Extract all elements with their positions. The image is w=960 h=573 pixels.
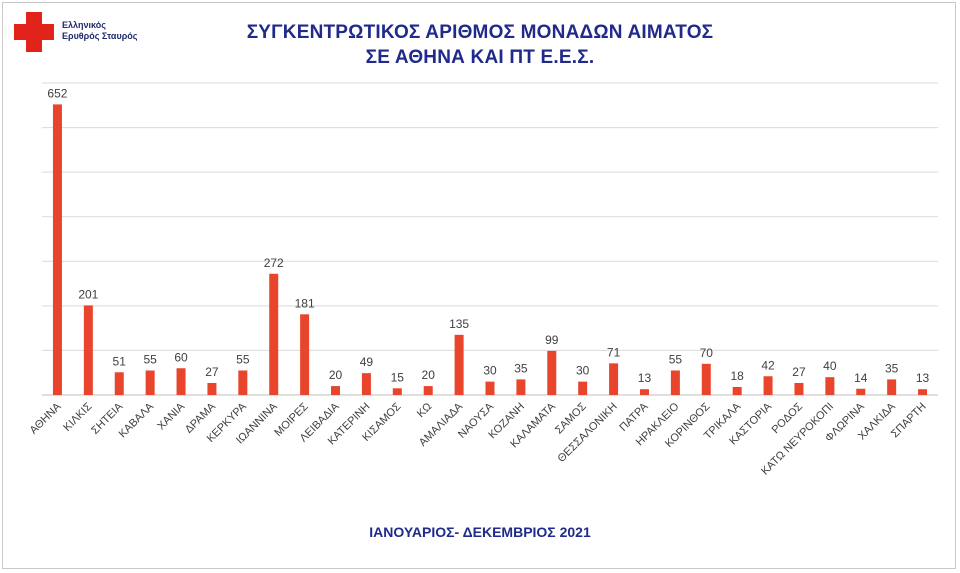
data-label: 55 [143,352,157,366]
data-label: 18 [730,369,744,383]
data-label: 272 [264,256,284,270]
bar [176,368,186,395]
chart-subtitle: ΣΕ ΑΘΗΝΑ ΚΑΙ ΠΤ Ε.Ε.Σ. [365,47,595,68]
red-cross-icon [14,12,54,52]
bar [238,370,248,395]
logo-text: Ελληνικός Ερυθρός Σταυρός [62,20,137,42]
bar [856,388,866,395]
bar [639,389,649,395]
bar [887,379,897,395]
bar [300,314,310,395]
chart-title: ΣΥΓΚΕΝΤΡΩΤΙΚΟΣ ΑΡΙΘΜΟΣ ΜΟΝΑΔΩΝ ΑΙΜΑΤΟΣ [246,22,714,43]
data-label: 14 [854,371,868,385]
data-label: 60 [174,350,188,364]
data-label: 27 [205,365,219,379]
chart-title-block: ΣΥΓΚΕΝΤΡΩΤΙΚΟΣ ΑΡΙΘΜΟΣ ΜΟΝΑΔΩΝ ΑΙΜΑΤΟΣ Σ… [0,20,960,70]
bar [763,376,773,395]
data-label: 71 [607,345,621,359]
bar [392,388,402,395]
bar [701,363,711,395]
bar [454,334,464,395]
data-label: 13 [638,371,652,385]
data-label: 49 [360,355,374,369]
data-label: 99 [545,333,559,347]
data-label: 20 [329,368,343,382]
data-label: 51 [113,354,127,368]
bar [732,386,742,395]
data-label: 201 [78,287,98,301]
data-label: 27 [792,365,806,379]
data-label: 181 [295,296,315,310]
bar [331,386,341,395]
data-label: 652 [47,86,67,100]
data-label: 35 [514,361,528,375]
category-label: ΚΩ [415,401,434,420]
data-label: 15 [391,370,405,384]
logo-line-1: Ελληνικός [62,20,106,30]
logo-line-2: Ερυθρός Σταυρός [62,31,138,41]
bar [485,381,495,395]
bar [423,386,433,395]
data-label: 55 [236,352,250,366]
bar [269,273,279,395]
data-label: 135 [449,317,469,331]
data-label: 40 [823,359,837,373]
bar [361,373,371,395]
bar [578,381,588,395]
bar [207,382,217,395]
data-label: 42 [761,358,775,372]
bar [794,382,804,395]
bar [670,370,680,395]
bar [52,104,62,395]
bar [547,350,557,395]
data-label: 20 [422,368,436,382]
bar [83,305,93,395]
bar [145,370,155,395]
data-label: 30 [576,364,590,378]
red-cross-logo: Ελληνικός Ερυθρός Σταυρός [12,10,172,58]
data-label: 30 [483,364,497,378]
category-label: ΚΑΒΑΛΑ [117,400,157,440]
data-label: 13 [916,371,930,385]
data-label: 35 [885,361,899,375]
data-label: 55 [669,352,683,366]
bar [825,377,835,395]
x-axis-caption: ΙΑΝΟΥΑΡΙΟΣ- ΔΕΚΕΜΒΡΙΟΣ 2021 [369,524,591,540]
bar [609,363,619,395]
bar [114,372,124,395]
data-label: 70 [700,346,714,360]
category-label: ΑΘΗΝΑ [28,400,64,436]
bar [918,389,928,395]
bar [516,379,526,395]
